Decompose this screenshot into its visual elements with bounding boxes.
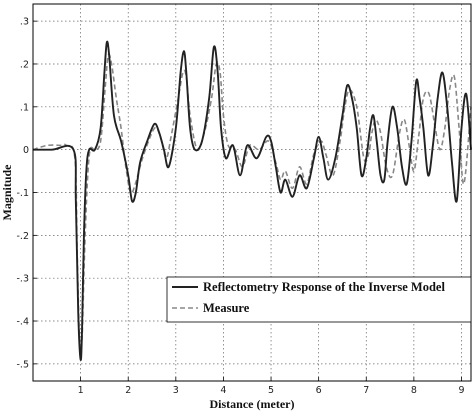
series-lines: [32, 40, 472, 361]
legend-label-measure: Measure: [203, 301, 250, 315]
legend-label-inverse-model: Reflectometry Response of the Inverse Mo…: [203, 280, 445, 294]
x-tick-label: 9: [458, 385, 464, 396]
y-tick-label: .2: [20, 59, 29, 70]
y-tick-labels: -.5 -.4 -.3 -.2 -.1 0 .1 .2 .3: [17, 17, 30, 371]
y-tick-label: -.3: [17, 274, 30, 285]
x-tick-label: 7: [363, 385, 369, 396]
series-line-measure: [32, 53, 472, 352]
grid: [33, 4, 471, 381]
x-tick-labels: 1 2 3 4 5 6 7 8 9: [78, 385, 465, 396]
plot-frame: [32, 3, 472, 382]
y-tick-label: -.5: [17, 359, 30, 370]
y-tick-label: 0: [23, 145, 29, 156]
x-tick-label: 5: [268, 385, 274, 396]
y-tick-label: .3: [20, 17, 29, 28]
x-axis-label: Distance (meter): [210, 397, 295, 411]
x-tick-label: 4: [220, 385, 226, 396]
y-axis-label: Magnitude: [0, 164, 14, 221]
legend: Reflectometry Response of the Inverse Mo…: [166, 276, 472, 323]
x-tick-label: 6: [316, 385, 322, 396]
y-tick-label: -.4: [17, 317, 30, 328]
x-tick-label: 8: [411, 385, 417, 396]
x-tick-label: 3: [173, 385, 179, 396]
y-tick-label: .1: [20, 102, 29, 113]
y-tick-label: -.1: [17, 188, 30, 199]
x-tick-label: 1: [78, 385, 84, 396]
series-line-inverse-model: [33, 40, 472, 361]
y-tick-label: -.2: [17, 231, 30, 242]
x-tick-label: 2: [125, 385, 131, 396]
legend-box: [166, 276, 472, 323]
